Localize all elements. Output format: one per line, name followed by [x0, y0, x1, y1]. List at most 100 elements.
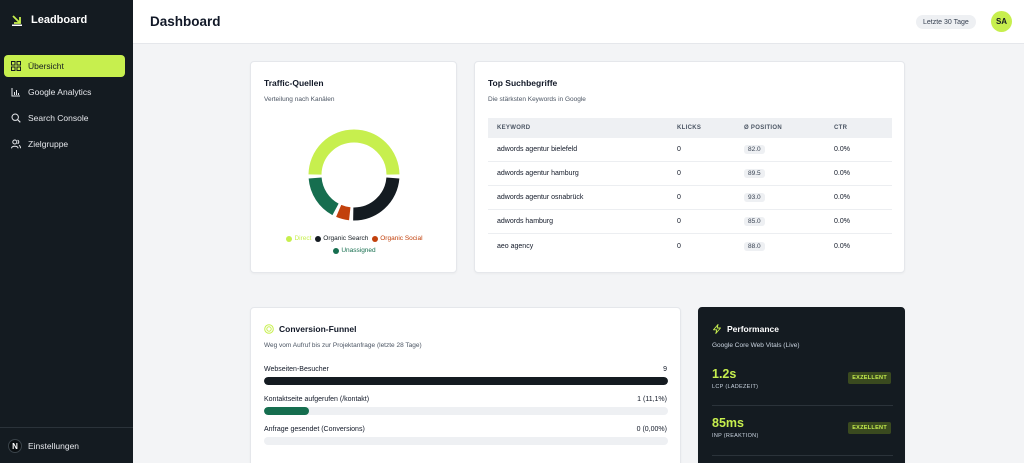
table-row[interactable]: adwords agentur bielefeld 0 82.0 0.0%	[488, 138, 892, 162]
card-title: Traffic-Quellen	[264, 78, 324, 88]
position-badge: 88.0	[744, 241, 765, 251]
users-icon	[11, 139, 21, 149]
position-badge: 89.5	[744, 169, 765, 178]
clicks-cell: 0	[677, 170, 681, 177]
bar-chart-icon	[11, 88, 20, 97]
sidebar-item-label: Google Analytics	[28, 87, 92, 97]
clicks-cell: 0	[677, 218, 681, 225]
table-row[interactable]: adwords agentur hamburg 0 89.5 0.0%	[488, 162, 892, 186]
card-subtitle: Verteilung nach Kanälen	[264, 96, 335, 103]
sidebar-item-zielgruppe[interactable]: Zielgruppe	[4, 133, 125, 155]
card-title: Top Suchbegriffe	[488, 78, 558, 88]
legend-item-organic-social: Organic Social	[372, 234, 423, 244]
position-cell: 89.5	[744, 169, 834, 178]
donut-slice-organic-search[interactable]	[353, 177, 400, 221]
traffic-sources-card: Traffic-Quellen Verteilung nach Kanälen …	[250, 61, 457, 273]
status-badge: EXZELLENT	[848, 372, 891, 384]
ctr-cell: 0.0%	[834, 194, 850, 201]
avatar[interactable]: SA	[991, 11, 1012, 32]
card-title: Conversion-Funnel	[279, 324, 357, 334]
metric-divider	[712, 405, 893, 406]
column-header-clicks[interactable]: KLICKS	[677, 125, 702, 131]
performance-card: Performance Google Core Web Vitals (Live…	[698, 307, 905, 463]
position-cell: 93.0	[744, 193, 834, 202]
legend-label: Direct	[294, 235, 312, 242]
ctr-cell: 0.0%	[834, 218, 850, 225]
keyword-cell: adwords agentur osnabrück	[497, 194, 584, 201]
table-row[interactable]: aeo agency 0 88.0 0.0%	[488, 234, 892, 258]
inp-label: INP (REAKTION)	[712, 433, 759, 439]
table-header: KEYWORD KLICKS Ø POSITION CTR	[488, 118, 892, 138]
page-title: Dashboard	[150, 14, 221, 29]
status-badge: EXZELLENT	[848, 422, 891, 434]
donut-slice-unassigned[interactable]	[308, 177, 339, 216]
lightning-icon	[713, 324, 721, 334]
app-name: Leadboard	[31, 14, 88, 26]
funnel-step-label: Kontaktseite aufgerufen (/kontakt)	[264, 396, 370, 403]
funnel-bar-track	[264, 407, 668, 415]
sidebar-item-search-console[interactable]: Search Console	[4, 107, 125, 129]
funnel-bar-track	[264, 437, 668, 445]
traffic-donut-chart	[308, 129, 400, 221]
donut-slice-organic-social[interactable]	[336, 204, 351, 221]
legend-item-organic-search: Organic Search	[315, 234, 368, 244]
metric-divider	[712, 455, 893, 456]
logo[interactable]: Leadboard	[11, 14, 87, 26]
legend-label: Unassigned	[341, 247, 376, 254]
position-badge: 85.0	[744, 217, 765, 226]
ctr-cell: 0.0%	[834, 146, 850, 153]
conversion-funnel-card: Conversion-Funnel Weg vom Aufruf bis zur…	[250, 307, 681, 463]
clicks-cell: 0	[677, 146, 681, 153]
inp-value: 85ms	[712, 416, 744, 430]
ctr-cell: 0.0%	[834, 170, 850, 177]
funnel-step-value: 0 (0,00%)	[636, 426, 667, 433]
lcp-label: LCP (LADEZEIT)	[712, 384, 759, 390]
card-subtitle: Weg vom Aufruf bis zur Projektanfrage (l…	[264, 342, 422, 349]
lcp-value: 1.2s	[712, 367, 737, 381]
sidebar-nav: Übersicht Google Analytics Search Consol…	[4, 55, 125, 159]
column-header-ctr[interactable]: CTR	[834, 125, 848, 131]
position-cell: 82.0	[744, 145, 834, 154]
funnel-step-value: 9	[663, 366, 667, 373]
funnel-bar-fill	[264, 407, 309, 415]
top-bar: Dashboard Letzte 30 Tage SA	[133, 0, 1024, 44]
ctr-cell: 0.0%	[834, 242, 850, 250]
legend-dot	[286, 236, 293, 242]
funnel-step-label: Anfrage gesendet (Conversions)	[264, 426, 365, 433]
sidebar-item-label: Search Console	[28, 113, 89, 123]
column-header-keyword[interactable]: KEYWORD	[497, 125, 531, 131]
legend-item-direct: Direct	[286, 234, 311, 244]
position-badge: 93.0	[744, 193, 765, 202]
card-subtitle: Die stärksten Keywords in Google	[488, 96, 586, 103]
settings-button[interactable]: N Einstellungen	[8, 439, 79, 453]
target-icon	[264, 324, 274, 334]
legend-dot	[333, 248, 340, 254]
legend-dot	[372, 236, 379, 242]
table-row[interactable]: adwords agentur osnabrück 0 93.0 0.0%	[488, 186, 892, 210]
sidebar-item-google-analytics[interactable]: Google Analytics	[4, 81, 125, 103]
top-keywords-card: Top Suchbegriffe Die stärksten Keywords …	[474, 61, 905, 273]
keyword-cell: adwords agentur bielefeld	[497, 146, 578, 153]
legend-label: Organic Search	[323, 235, 369, 242]
card-title: Performance	[727, 324, 779, 334]
sidebar: Leadboard Übersicht Google Analytics	[0, 0, 133, 463]
keyword-cell: adwords agentur hamburg	[497, 170, 579, 177]
legend-label: Organic Social	[380, 235, 423, 242]
position-cell: 85.0	[744, 217, 834, 226]
date-range-selector[interactable]: Letzte 30 Tage	[916, 15, 976, 29]
keywords-table: KEYWORD KLICKS Ø POSITION CTR adwords ag…	[488, 118, 892, 258]
legend-dot	[315, 236, 322, 242]
sidebar-item-uebersicht[interactable]: Übersicht	[4, 55, 125, 77]
column-header-position[interactable]: Ø POSITION	[744, 125, 783, 131]
position-cell: 88.0	[744, 241, 834, 251]
arrow-down-right-icon	[12, 15, 22, 26]
sidebar-divider	[0, 427, 133, 428]
clicks-cell: 0	[677, 242, 681, 250]
funnel-step-label: Webseiten-Besucher	[264, 366, 329, 373]
table-row[interactable]: adwords hamburg 0 85.0 0.0%	[488, 210, 892, 234]
funnel-bar-fill	[264, 377, 668, 385]
sidebar-item-label: Übersicht	[28, 61, 64, 71]
settings-label: Einstellungen	[28, 441, 80, 451]
search-icon	[11, 113, 21, 123]
donut-slice-direct[interactable]	[308, 129, 400, 175]
